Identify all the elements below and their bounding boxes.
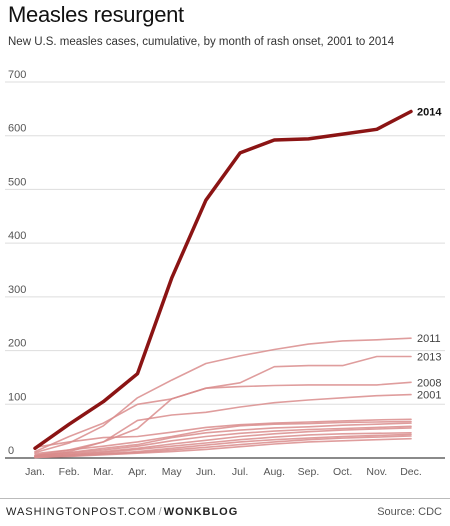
y-tick-label: 100 xyxy=(8,391,26,403)
footer-separator: / xyxy=(158,506,162,518)
x-tick-label: Mar. xyxy=(93,466,113,478)
x-tick-label: Nov. xyxy=(366,466,387,478)
y-tick-label: 300 xyxy=(8,284,26,296)
series-line xyxy=(34,422,412,457)
footer-credit: WASHINGTONPOST.COM / WONKBLOG xyxy=(6,506,238,518)
y-tick-label: 700 xyxy=(8,69,26,81)
series-line-2008 xyxy=(34,381,412,453)
x-tick-label: Jan. xyxy=(25,466,45,478)
series-line-2001 xyxy=(34,393,412,458)
series-line xyxy=(34,425,412,457)
series-label-2008: 2008 xyxy=(417,377,441,389)
footer-divider xyxy=(0,498,450,499)
gridlines xyxy=(5,81,445,459)
y-tick-label: 600 xyxy=(8,123,26,135)
y-tick-label: 500 xyxy=(8,176,26,188)
x-tick-label: Dec. xyxy=(400,466,422,478)
series-label-2001: 2001 xyxy=(417,390,441,402)
series-line xyxy=(34,437,412,459)
x-tick-label: Sep. xyxy=(298,466,320,478)
footer-site: WASHINGTONPOST.COM xyxy=(6,506,157,518)
footer-section: WONKBLOG xyxy=(163,506,239,518)
chart-subtitle: New U.S. measles cases, cumulative, by m… xyxy=(8,36,395,48)
series-line xyxy=(34,420,412,455)
x-tick-label: Apr. xyxy=(128,466,147,478)
y-tick-label: 200 xyxy=(8,338,26,350)
line-chart: 0 100 200 300 400 500 600 700 Jan. Feb. Mar. Apr. M… xyxy=(5,69,445,478)
x-axis-ticks: Jan. Feb. Mar. Apr. May Jun. Jul. Aug. Sep. Oct. N… xyxy=(25,466,422,478)
series-line xyxy=(34,431,412,458)
footer-source: Source: CDC xyxy=(377,506,442,518)
series-label-2011: 2011 xyxy=(417,333,441,345)
x-tick-label: Aug. xyxy=(263,466,285,478)
series-line-2014 xyxy=(33,109,413,451)
x-tick-label: Feb. xyxy=(59,466,80,478)
series-label-2013: 2013 xyxy=(417,351,441,363)
y-axis-ticks: 0 100 200 300 400 500 600 700 xyxy=(8,69,26,457)
y-tick-label: 0 xyxy=(8,445,14,457)
x-tick-label: Jun. xyxy=(196,466,216,478)
series-lines xyxy=(33,109,413,459)
x-tick-label: May xyxy=(162,466,183,478)
chart-title: Measles resurgent xyxy=(8,2,184,27)
y-tick-label: 400 xyxy=(8,230,26,242)
series-line xyxy=(34,427,412,458)
series-line xyxy=(34,418,412,449)
x-tick-label: Jul. xyxy=(232,466,248,478)
x-tick-label: Oct. xyxy=(333,466,352,478)
series-label-2014: 2014 xyxy=(417,107,442,119)
series-line-2011 xyxy=(34,337,412,454)
